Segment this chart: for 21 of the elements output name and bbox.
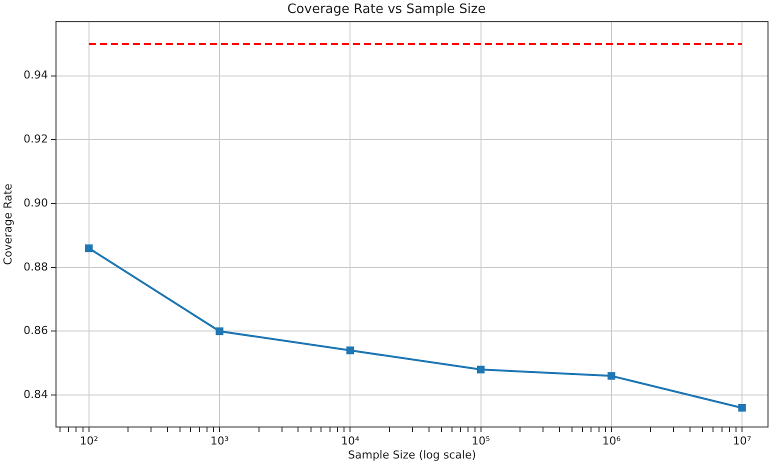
y-tick-label: 0.84 <box>24 388 48 401</box>
chart-title: Coverage Rate vs Sample Size <box>287 2 486 18</box>
x-tick-label: 10² <box>80 434 98 448</box>
point <box>608 372 616 380</box>
y-tick-label: 0.88 <box>24 260 48 274</box>
x-axis-title: Sample Size (log scale) <box>348 448 476 462</box>
point <box>346 346 354 354</box>
x-tick-label: 10³ <box>210 434 229 448</box>
point <box>85 244 93 252</box>
x-tick-label: 10⁷ <box>732 434 752 448</box>
y-tick-label: 0.86 <box>24 324 48 338</box>
y-tick-label: 0.92 <box>24 132 48 146</box>
point <box>216 327 224 336</box>
y-axis-title: Coverage Rate <box>1 183 14 266</box>
point <box>476 366 485 374</box>
x-tick-label: 10⁵ <box>472 434 490 448</box>
y-tick-label: 0.90 <box>24 196 48 210</box>
point <box>738 404 746 412</box>
y-tick-label: 0.94 <box>24 68 48 82</box>
x-tick-label: 10⁴ <box>340 434 360 448</box>
x-tick-label: 10⁶ <box>602 434 622 448</box>
